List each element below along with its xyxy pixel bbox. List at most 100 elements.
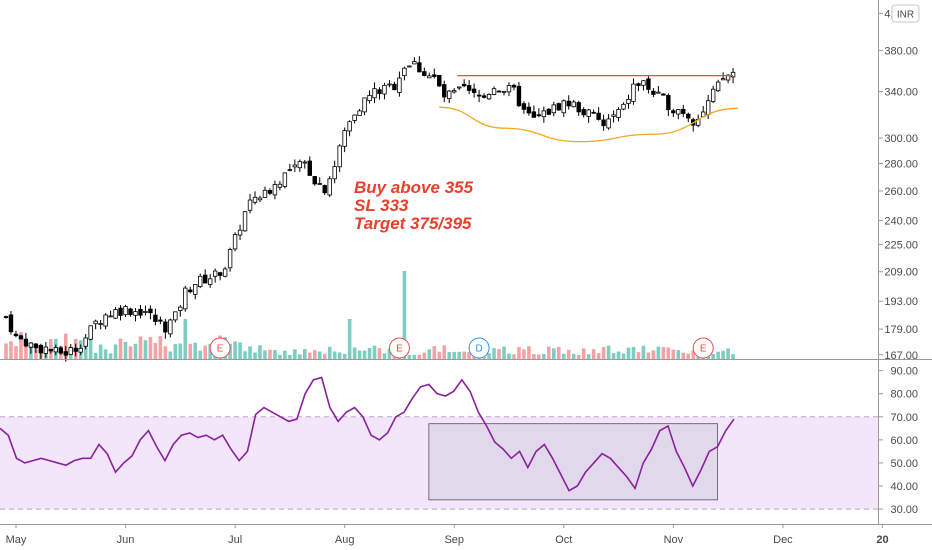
candle-body bbox=[427, 75, 432, 79]
candle bbox=[68, 343, 73, 355]
candle bbox=[78, 344, 83, 356]
volume-bar bbox=[337, 352, 342, 359]
candle bbox=[715, 79, 721, 93]
candle-body bbox=[591, 111, 596, 114]
price-tick-label: 240.00 bbox=[884, 216, 918, 228]
volume-bar bbox=[168, 351, 173, 359]
earnings-marker: E bbox=[388, 337, 410, 359]
volume-bar bbox=[427, 349, 432, 359]
candle bbox=[566, 95, 571, 110]
rsi-tick-label: 70.00 bbox=[890, 412, 918, 424]
candle-body bbox=[327, 178, 332, 196]
candle-body bbox=[332, 166, 337, 180]
volume-bar bbox=[307, 352, 312, 359]
candle-body bbox=[3, 316, 9, 318]
candle-body bbox=[556, 103, 561, 111]
volume-bar bbox=[317, 351, 322, 359]
volume-bar bbox=[442, 345, 447, 359]
candle bbox=[88, 325, 93, 341]
candle bbox=[98, 320, 103, 330]
candle-body bbox=[561, 100, 566, 114]
candle bbox=[636, 82, 641, 92]
candle-body bbox=[491, 88, 497, 95]
candle bbox=[83, 334, 88, 350]
volume-bar bbox=[437, 351, 442, 359]
volume-bar bbox=[487, 353, 491, 359]
volume-bar bbox=[716, 351, 720, 359]
candle bbox=[556, 102, 561, 111]
candle-body bbox=[471, 88, 477, 93]
time-tick-label: Sep bbox=[444, 534, 464, 546]
candle bbox=[606, 114, 611, 130]
candle-body bbox=[217, 272, 223, 276]
candle bbox=[43, 342, 49, 358]
candle bbox=[242, 211, 248, 232]
candle-body bbox=[227, 249, 233, 269]
volume-bar bbox=[198, 350, 203, 359]
candle-body bbox=[178, 306, 183, 311]
price-tick-label: 280.00 bbox=[884, 158, 918, 170]
volume-bar bbox=[681, 352, 686, 359]
candle bbox=[113, 306, 118, 319]
candle-body bbox=[681, 108, 686, 114]
candle-body bbox=[163, 321, 168, 333]
candle-body bbox=[466, 85, 472, 91]
volume-bar bbox=[263, 350, 267, 359]
volume-bar bbox=[606, 345, 611, 359]
candle bbox=[691, 117, 696, 132]
candle bbox=[337, 144, 342, 173]
rsi-tick-label: 90.00 bbox=[890, 366, 918, 378]
candle-body bbox=[188, 289, 193, 293]
volume-bar bbox=[288, 354, 292, 359]
candle bbox=[437, 74, 442, 87]
candle bbox=[486, 93, 492, 100]
volume-bar bbox=[502, 346, 506, 359]
volume-bar bbox=[14, 346, 18, 359]
price-tick-label: 260.00 bbox=[884, 186, 918, 198]
volume-bar bbox=[561, 353, 566, 359]
candle-body bbox=[402, 67, 407, 76]
candle bbox=[591, 109, 596, 114]
price-tick-label: 167.00 bbox=[884, 350, 918, 362]
candle-body bbox=[98, 323, 103, 325]
candle bbox=[178, 305, 183, 317]
volume-bar bbox=[671, 349, 676, 359]
volume-bar bbox=[387, 348, 392, 359]
candle-body bbox=[651, 90, 656, 95]
candle-body bbox=[63, 351, 68, 356]
candle-body bbox=[118, 307, 123, 316]
candle-body bbox=[13, 333, 19, 337]
candle bbox=[576, 100, 581, 116]
currency-badge[interactable]: INR bbox=[891, 4, 920, 23]
volume-bar bbox=[193, 342, 198, 359]
volume-bar bbox=[208, 343, 212, 359]
candle-body bbox=[566, 100, 571, 107]
candle-body bbox=[158, 319, 163, 322]
volume-bar bbox=[138, 336, 143, 359]
candle bbox=[103, 313, 108, 330]
candle-body bbox=[536, 114, 542, 117]
candle-body bbox=[83, 337, 88, 347]
candle-body bbox=[8, 314, 14, 333]
candle bbox=[417, 56, 422, 73]
volume-bar bbox=[163, 346, 168, 359]
price-tick-label: 193.00 bbox=[884, 296, 918, 308]
rsi-tick-label: 30.00 bbox=[890, 504, 918, 516]
volume-bar bbox=[88, 338, 93, 359]
candle-body bbox=[656, 91, 661, 94]
candle-body bbox=[252, 196, 258, 203]
candle-body bbox=[93, 320, 98, 325]
candle-body bbox=[337, 145, 342, 168]
currency-badge-label: INR bbox=[897, 10, 914, 21]
candle-body bbox=[352, 114, 357, 121]
candle-body bbox=[23, 338, 29, 347]
candle-body bbox=[88, 325, 93, 340]
volume-bar bbox=[731, 354, 735, 359]
candle-body bbox=[143, 310, 148, 313]
candle bbox=[317, 177, 322, 185]
marker-circle bbox=[388, 337, 410, 359]
candle bbox=[666, 93, 671, 117]
candle-body bbox=[511, 84, 517, 88]
candle bbox=[222, 266, 228, 278]
